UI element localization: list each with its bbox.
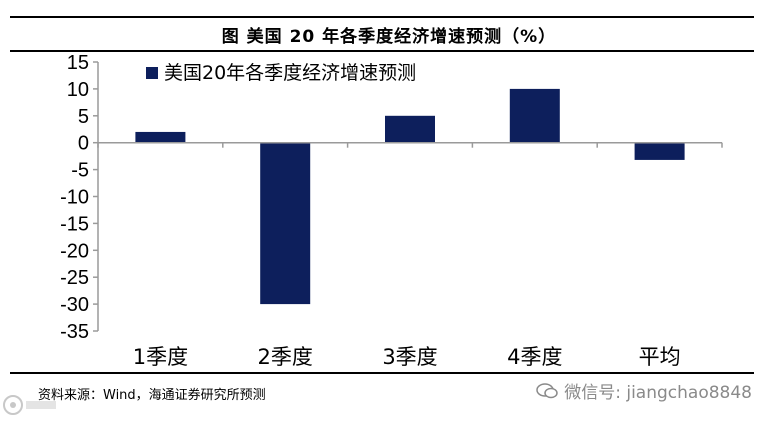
legend-swatch: [146, 67, 158, 79]
bar: [260, 142, 311, 305]
bar: [509, 88, 560, 143]
figure-title: 图 美国 20 年各季度经济增速预测（%）: [221, 27, 557, 47]
y-tick-label: -15: [60, 213, 89, 235]
bars: [135, 88, 685, 305]
x-tick-label: 1季度: [133, 345, 188, 369]
y-tick-label: -20: [60, 240, 89, 262]
y-tick-label: 5: [78, 106, 89, 128]
x-axis: 1季度 2季度 3季度 4季度 平均: [97, 141, 723, 369]
bottom-rule: [10, 372, 754, 374]
legend: 美国20年各季度经济增速预测: [146, 62, 416, 84]
y-tick-label: 10: [67, 79, 89, 101]
corner-logo: [3, 395, 56, 415]
y-tick-label: -30: [60, 294, 89, 316]
y-tick-label: -10: [60, 187, 89, 209]
bar: [385, 115, 435, 143]
x-tick-label: 平均: [639, 345, 681, 369]
y-tick-label: -35: [60, 321, 89, 343]
bar: [135, 131, 186, 143]
wechat-icon: [536, 382, 558, 398]
legend-label: 美国20年各季度经济增速预测: [164, 62, 416, 84]
x-tick-label: 2季度: [258, 345, 313, 369]
y-tick-label: -5: [71, 160, 89, 182]
y-tick-label: -25: [60, 267, 89, 289]
bar: [634, 142, 685, 160]
x-tick-label: 4季度: [507, 345, 562, 369]
y-tick-label: 15: [67, 52, 89, 74]
x-tick-label: 3季度: [382, 345, 437, 369]
title-rule: [10, 50, 754, 52]
watermark-text: 微信号: jiangchao8848: [564, 383, 752, 403]
source-note: 资料来源：Wind，海通证券研究所预测: [38, 388, 266, 403]
watermark: 微信号: jiangchao8848: [536, 378, 752, 403]
y-tick-label: 0: [78, 133, 89, 155]
y-axis: 15 10 5 0 -5 -10 -15 -20 -25 -30 -35: [60, 52, 99, 343]
top-rule: [10, 16, 754, 18]
